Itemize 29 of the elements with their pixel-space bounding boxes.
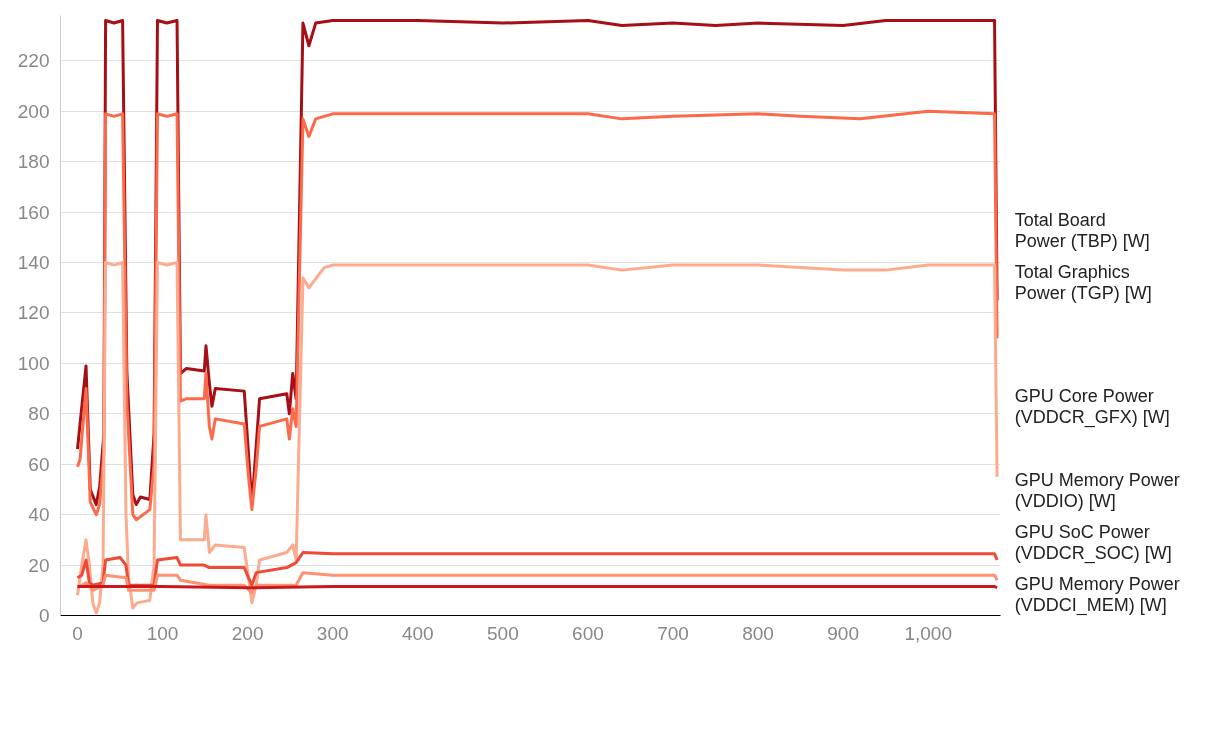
series-label: GPU SoC Power (VDDCR_SOC) [W]: [1014, 521, 1172, 564]
y-tick-label: 140: [17, 252, 50, 274]
x-tick-label: 300: [316, 622, 349, 644]
x-tick-label: 600: [572, 622, 604, 644]
y-tick-label: 40: [28, 504, 50, 526]
x-tick-label: 900: [827, 622, 859, 644]
x-tick-label: 200: [231, 622, 264, 644]
y-tick-label: 80: [28, 403, 50, 425]
y-tick-label: 220: [17, 50, 50, 72]
x-tick-label: 100: [146, 622, 179, 644]
series-label: GPU Memory Power (VDDCI_MEM) [W]: [1014, 573, 1180, 616]
y-tick-label: 100: [17, 352, 50, 374]
text: GPU Memory Power (VDDIO) [W]: [1014, 469, 1180, 511]
x-tick-label: 1,000: [904, 622, 952, 644]
x-tick-label: 500: [487, 622, 519, 644]
y-tick-label: 0: [38, 605, 50, 626]
series-label: Total Graphics Power (TGP) [W]: [1014, 261, 1152, 303]
series-label: GPU Core Power (VDDCR_GFX) [W]: [1014, 386, 1170, 429]
x-tick-label: 400: [401, 622, 434, 644]
series-label: Total Board Power (TBP) [W]: [1014, 209, 1150, 251]
y-tick-label: 120: [17, 302, 50, 324]
y-tick-label: 200: [17, 100, 50, 122]
x-tick-label: 700: [657, 622, 689, 644]
y-tick-label: 60: [28, 453, 50, 475]
x-tick-label: 0: [72, 622, 83, 644]
y-tick-label: 180: [17, 151, 50, 173]
x-tick-label: 800: [742, 622, 774, 644]
y-tick-label: 160: [17, 201, 50, 223]
y-tick-label: 20: [28, 554, 50, 576]
